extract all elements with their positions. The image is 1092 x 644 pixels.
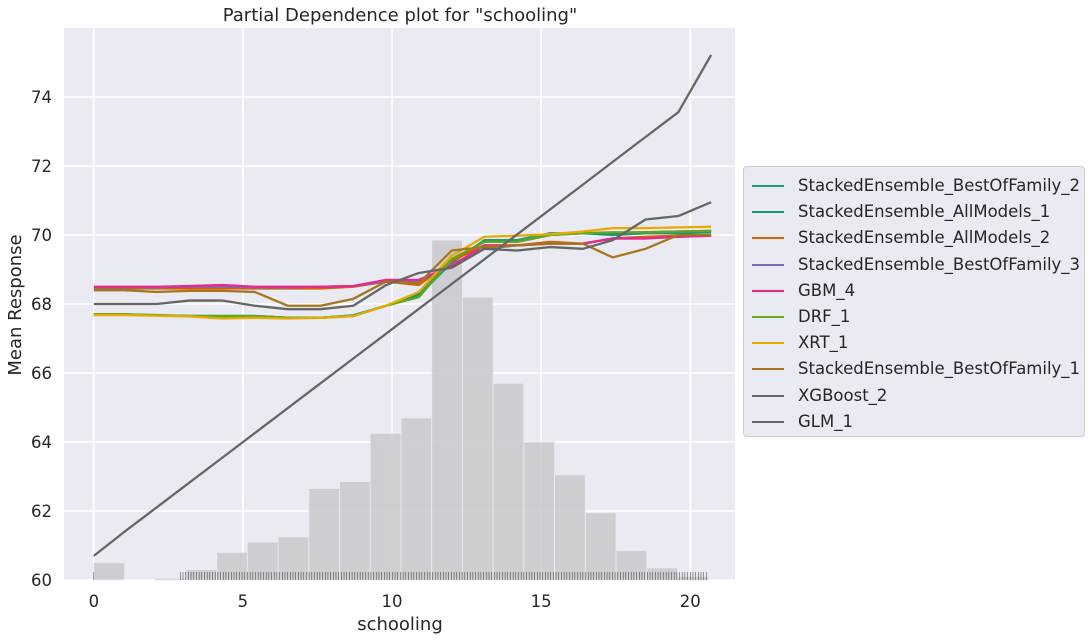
x-tick-label: 0 [89,592,100,611]
histogram-bar [431,239,463,581]
series-line [93,225,712,320]
x-axis-label: schooling [357,614,443,635]
legend-swatch [752,289,784,292]
histogram-bar [308,488,340,581]
y-axis-label: Mean Response [5,234,26,375]
legend-item: StackedEnsemble_BestOfFamily_2 [744,173,1084,199]
histogram [93,239,709,581]
legend-swatch [752,211,784,214]
legend-swatch [752,185,784,187]
legend-item: XGBoost_2 [744,383,1084,409]
y-tick-label: 62 [31,502,52,521]
histogram-bar [462,296,494,581]
histogram-bar [400,417,433,581]
legend-item: StackedEnsemble_BestOfFamily_1 [744,356,1084,382]
series-line [93,54,713,557]
legend-swatch [752,420,784,423]
legend-item: XRT_1 [744,330,1084,356]
legend-label: StackedEnsemble_AllModels_1 [798,202,1051,222]
legend-swatch [752,263,784,266]
legend-label: StackedEnsemble_BestOfFamily_2 [798,176,1081,195]
legend: StackedEnsemble_BestOfFamily_2 StackedEns… [743,166,1085,437]
legend-item: GBM_4 [744,278,1084,304]
y-tick-label: 68 [31,295,52,314]
legend-swatch [752,368,784,371]
y-tick-label: 74 [31,88,52,107]
y-tick-label: 60 [31,571,52,590]
legend-label: XGBoost_2 [798,385,888,405]
rug-marks [93,572,707,580]
y-tick-label: 72 [31,157,52,176]
legend-swatch [752,316,784,318]
y-tick-label: 66 [31,364,52,383]
y-tick-label: 70 [31,226,52,245]
legend-item: GLM_1 [744,409,1084,435]
legend-label: DRF_1 [798,307,851,326]
series-line [93,201,712,311]
legend-item: StackedEnsemble_BestOfFamily_3 [744,252,1084,278]
histogram-bar [216,552,248,581]
legend-label: StackedEnsemble_BestOfFamily_1 [798,359,1081,379]
legend-swatch [752,342,784,345]
histogram-bar [646,567,678,581]
x-tick-label: 5 [238,592,249,611]
legend-label: GLM_1 [798,411,853,431]
series-lines [93,54,713,557]
chart-title: Partial Dependence plot for "schooling" [223,5,578,26]
histogram-bar [277,536,310,581]
legend-label: GBM_4 [798,280,856,300]
legend-item: StackedEnsemble_AllModels_2 [744,225,1084,251]
y-tick-labels: 60 62 64 66 68 70 72 74 [31,88,52,590]
legend-swatch [752,237,784,240]
histogram-bar [93,562,125,581]
histogram-bar [554,474,586,581]
histogram-bar [185,569,218,581]
histogram-bar [369,432,402,581]
histogram-bar [247,541,279,581]
legend-item: StackedEnsemble_AllModels_1 [744,199,1084,225]
legend-label: StackedEnsemble_AllModels_2 [798,228,1051,248]
legend-item: DRF_1 [744,304,1084,330]
legend-label: StackedEnsemble_BestOfFamily_3 [798,254,1081,274]
y-tick-label: 64 [31,433,52,452]
x-tick-label: 10 [382,592,403,611]
x-tick-label: 15 [531,592,552,611]
series-line [93,233,712,307]
histogram-bar [523,441,555,581]
histogram-bar [492,382,525,581]
legend-label: XRT_1 [798,333,849,353]
legend-swatch [752,394,784,397]
histogram-bar [154,577,187,581]
x-tick-labels: 0 5 10 15 20 [89,592,701,611]
x-tick-label: 20 [680,592,701,611]
histogram-bar [584,512,617,581]
histogram-bar [339,481,371,581]
